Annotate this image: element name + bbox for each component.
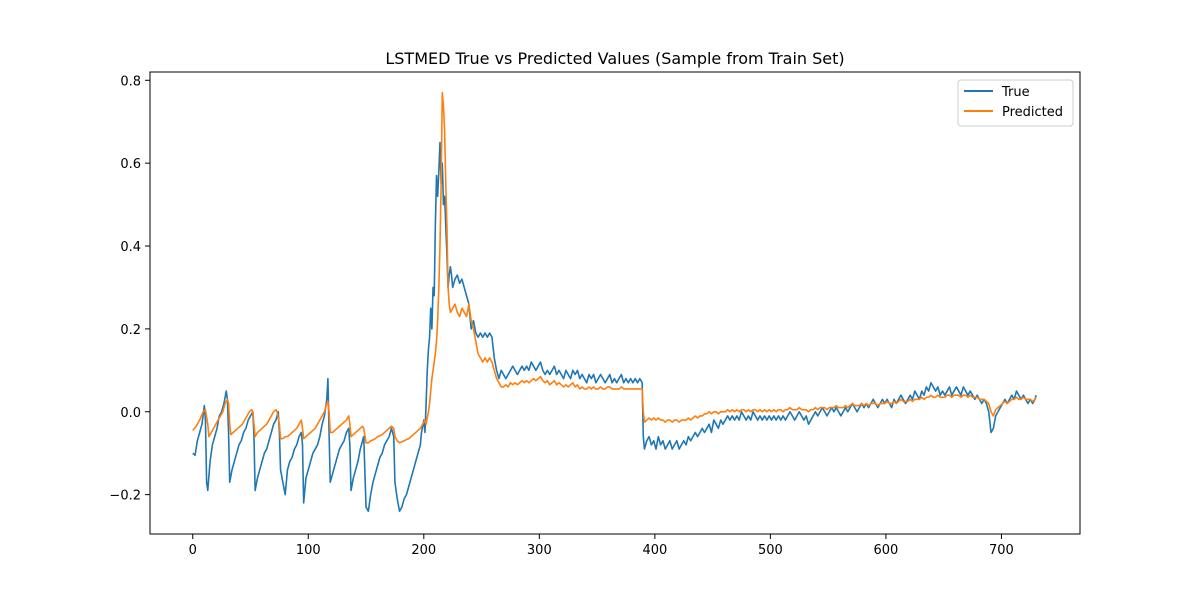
y-tick-label: −0.2 [109,489,141,504]
legend-label-true: True [1001,85,1030,100]
x-tick-label: 100 [296,543,321,558]
x-tick-label: 0 [189,543,197,558]
x-tick-label: 700 [989,543,1014,558]
y-axis: −0.2 0.0 0.2 0.4 0.6 0.8 [109,74,150,504]
y-tick-label: 0.2 [120,323,141,338]
y-tick-label: 0.0 [120,406,141,421]
x-tick-label: 200 [411,543,436,558]
y-tick-label: 0.4 [120,240,141,255]
y-tick-label: 0.8 [120,74,141,89]
chart-title: LSTMED True vs Predicted Values (Sample … [385,49,844,68]
series-line-predicted [192,91,1037,444]
y-tick-label: 0.6 [120,157,141,172]
series-lines [192,91,1037,513]
x-tick-label: 500 [758,543,783,558]
legend-label-predicted: Predicted [1002,105,1063,120]
series-line-true [192,141,1037,513]
x-tick-label: 600 [873,543,898,558]
x-tick-label: 300 [527,543,552,558]
plot-area-frame [149,71,1081,535]
x-axis: 0 100 200 300 400 500 600 700 [189,534,1014,558]
legend: True Predicted [957,79,1074,127]
x-tick-label: 400 [642,543,667,558]
